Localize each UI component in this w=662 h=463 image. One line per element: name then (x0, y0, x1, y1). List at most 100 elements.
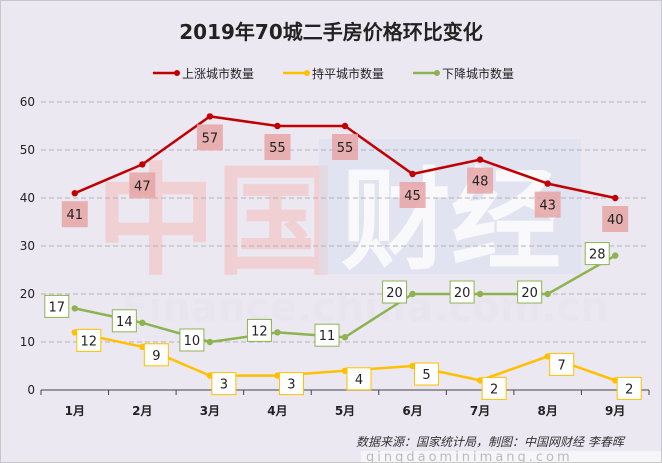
legend-marker (174, 70, 180, 76)
chart-title: 2019年70城二手房价格环比变化 (179, 20, 483, 44)
data-label: 10 (184, 334, 201, 349)
y-tick-label: 50 (20, 143, 35, 157)
data-label-bg (602, 206, 629, 232)
data-point (476, 156, 484, 163)
x-tick-label: 6月 (402, 404, 422, 418)
data-label: 3 (287, 378, 295, 393)
data-point (274, 329, 281, 336)
data-label-bg (196, 124, 223, 151)
y-tick-label: 40 (20, 191, 35, 205)
data-point (274, 122, 281, 130)
y-tick-label: 0 (27, 383, 35, 397)
data-label: 12 (81, 334, 98, 349)
legend-label: 持平城市数量 (312, 66, 384, 81)
data-label-box (414, 362, 440, 386)
data-label: 20 (521, 286, 538, 301)
data-label: 47 (134, 179, 151, 194)
data-label-bg (129, 172, 156, 199)
data-point (409, 290, 416, 298)
data-point (71, 305, 78, 312)
data-point (139, 319, 146, 326)
data-label: 43 (539, 199, 556, 214)
legend: 上涨城市数量 持平城市数量 下降城市数量 (153, 66, 514, 81)
data-point (341, 122, 349, 130)
y-tick-label: 20 (20, 287, 35, 301)
data-label-box (76, 328, 102, 352)
data-point (341, 334, 349, 341)
data-label-box (584, 242, 610, 266)
data-point (544, 180, 551, 187)
data-label-box (481, 376, 507, 400)
data-label: 55 (269, 141, 286, 156)
y-tick-label: 10 (20, 335, 35, 349)
data-label-box (346, 367, 372, 391)
x-tick-label: 2月 (132, 404, 152, 418)
data-label-bg (332, 134, 358, 160)
data-label: 41 (67, 208, 84, 223)
data-label: 5 (422, 368, 430, 383)
data-label: 11 (319, 329, 336, 344)
data-point (476, 290, 484, 298)
x-tick-label: 9月 (605, 404, 625, 418)
data-label: 7 (558, 358, 566, 373)
legend-label: 下降城市数量 (442, 66, 514, 81)
y-tick-label: 30 (20, 239, 35, 253)
data-label: 17 (49, 300, 66, 315)
x-axis: 1月 2月 3月 4月 5月 6月 7月 8月 9月 (40, 389, 650, 418)
data-label-box (44, 294, 70, 318)
data-label-box (211, 372, 237, 396)
data-point (206, 338, 214, 346)
data-label-bg (264, 134, 291, 160)
data-label-box (179, 328, 205, 352)
data-label: 28 (589, 248, 606, 263)
data-point (139, 161, 146, 168)
data-label: 3 (220, 378, 228, 393)
data-label-box (314, 323, 340, 347)
x-tick-label: 7月 (470, 404, 490, 418)
data-label-box (278, 372, 304, 396)
data-label: 55 (337, 141, 354, 156)
data-label-bg (399, 182, 426, 208)
legend-marker (434, 70, 440, 76)
x-tick-label: 5月 (335, 404, 355, 418)
data-label: 2 (490, 382, 498, 397)
data-point (71, 190, 78, 197)
data-label: 48 (472, 175, 489, 190)
data-point (206, 113, 214, 120)
data-label: 12 (251, 324, 268, 339)
data-point (612, 194, 619, 202)
data-label: 20 (454, 286, 471, 301)
data-label-bg (61, 201, 88, 228)
data-label-box (449, 280, 475, 304)
data-label-box (517, 280, 543, 304)
data-label-box (143, 343, 169, 367)
y-axis: 0 10 20 30 40 50 60 (20, 95, 35, 397)
data-label: 14 (116, 315, 133, 330)
site-banner (361, 451, 661, 462)
data-point (409, 170, 416, 178)
y-tick-label: 60 (20, 95, 35, 109)
data-label: 57 (202, 131, 219, 146)
data-label: 40 (607, 213, 624, 228)
data-label-box (111, 309, 137, 333)
data-label-box (246, 318, 272, 342)
data-label-box (382, 280, 408, 304)
site-watermark: qingdaominimang.com (366, 450, 573, 462)
x-tick-label: 4月 (267, 404, 287, 418)
data-label: 20 (386, 286, 403, 301)
data-label-bg (467, 167, 494, 194)
source-note: 数据来源：国家统计局，制图：中国网财经 李春晖 (356, 435, 626, 449)
data-point (544, 290, 551, 298)
data-label-box (549, 352, 575, 376)
x-tick-label: 8月 (537, 404, 557, 418)
x-tick-label: 1月 (65, 404, 85, 418)
legend-marker (304, 70, 310, 76)
data-label: 9 (152, 349, 160, 364)
data-label: 2 (625, 382, 633, 397)
data-label-box (616, 376, 642, 400)
data-label: 45 (404, 189, 421, 204)
legend-label: 上涨城市数量 (182, 66, 254, 81)
